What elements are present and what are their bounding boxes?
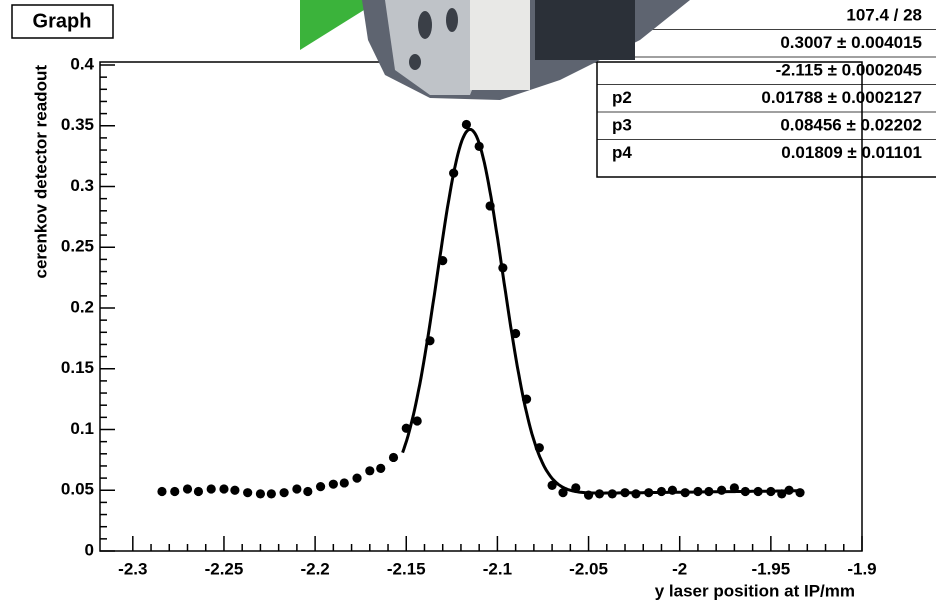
x-tick-label: -2.15: [387, 559, 426, 578]
data-point: [328, 479, 338, 489]
stats-value: 0.01809 ± 0.01101: [781, 143, 922, 162]
stats-label: p4: [612, 143, 632, 162]
part-bore: [535, 0, 635, 60]
fit-curve: [401, 127, 799, 495]
title-box: [11, 4, 114, 39]
data-point: [255, 489, 266, 499]
data-point: [157, 486, 167, 497]
y-tick-label: 0.35: [61, 115, 94, 134]
hole: [409, 54, 421, 70]
x-tick-label: -2.25: [205, 559, 244, 578]
stats-value: 0.3007 ± 0.004015: [780, 33, 922, 52]
x-tick-label: -2: [672, 559, 687, 578]
data-point: [243, 488, 253, 498]
data-point: [230, 485, 240, 495]
x-tick-label: -1.95: [751, 559, 790, 578]
y-tick-label: 0.1: [70, 419, 94, 438]
stats-label: p2: [612, 88, 632, 107]
data-point: [219, 484, 229, 494]
y-tick-label: 0.3: [70, 176, 94, 195]
data-point: [303, 486, 313, 497]
x-tick-label: -2.3: [118, 559, 147, 578]
data-point: [292, 484, 302, 494]
y-tick-label: 0: [85, 540, 94, 559]
x-tick-label: -2.2: [300, 559, 329, 578]
x-tick-label: -2.05: [569, 559, 608, 578]
data-point: [365, 466, 375, 476]
data-point: [388, 452, 399, 463]
stats-value: 107.4 / 28: [846, 5, 922, 24]
green-corner: [300, 0, 380, 50]
x-tick-label: -1.9: [847, 559, 876, 578]
data-point: [352, 473, 362, 483]
data-point: [412, 416, 422, 426]
y-tick-label: 0.25: [61, 237, 94, 256]
data-point: [193, 486, 204, 497]
data-point: [558, 488, 568, 498]
photo-overlay: [300, 0, 690, 100]
data-point: [170, 486, 180, 497]
stats-value: -2.115 ± 0.0002045: [776, 60, 922, 79]
stats-label: p3: [612, 115, 632, 134]
data-point: [339, 478, 349, 488]
hole: [418, 11, 432, 39]
y-axis-label: cerenkov detector readout: [31, 65, 50, 279]
data-point: [315, 482, 326, 492]
chart-title: Graph: [33, 10, 92, 32]
y-tick-label: 0.2: [70, 297, 94, 316]
data-point: [547, 480, 557, 490]
hole: [446, 8, 458, 32]
stats-value: 0.08456 ± 0.02202: [780, 115, 922, 134]
y-tick-label: 0.15: [61, 358, 94, 377]
data-point: [206, 484, 216, 494]
data-point: [461, 119, 472, 130]
stats-value: 0.01788 ± 0.0002127: [761, 88, 922, 107]
data-point: [376, 463, 386, 473]
stats-box: 107.4 / 28 0.3007 ± 0.004015 -2.115 ± 0.00…: [596, 0, 936, 178]
data-point: [182, 484, 193, 494]
part-insert: [470, 0, 530, 90]
data-point: [279, 488, 289, 498]
x-axis-label: y laser position at IP/mm: [655, 581, 855, 600]
x-tick-label: -2.1: [483, 559, 512, 578]
y-tick-label: 0.4: [70, 54, 94, 73]
data-point: [266, 489, 276, 499]
y-tick-label: 0.05: [61, 480, 94, 499]
